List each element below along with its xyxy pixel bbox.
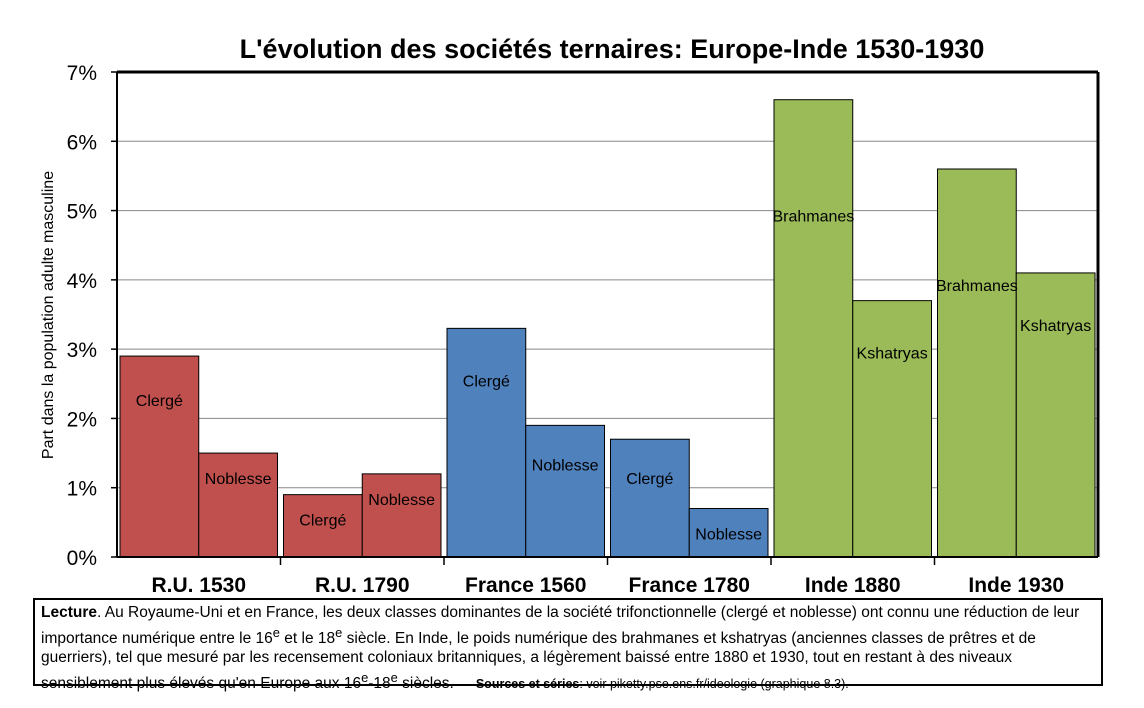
bar <box>361 473 442 558</box>
bar <box>688 508 769 558</box>
bar <box>1015 272 1096 558</box>
bar-label: Brahmanes <box>772 209 854 226</box>
y-tick-label: 6% <box>67 131 97 154</box>
note-sup-3: e <box>361 669 369 685</box>
note-lead: Lecture <box>41 604 97 621</box>
note-sup-2: e <box>335 624 343 640</box>
bar <box>852 300 932 558</box>
y-tick-label: 2% <box>67 408 97 431</box>
bar <box>525 424 605 558</box>
bar <box>119 355 200 558</box>
note-text-4: -18 <box>368 674 391 692</box>
bar <box>198 452 278 558</box>
y-tick-label: 1% <box>67 478 97 501</box>
bar-label: Kshatryas <box>857 346 928 363</box>
y-tick-label: 5% <box>67 201 97 224</box>
y-tick-label: 4% <box>67 270 97 293</box>
axes <box>111 70 1100 565</box>
x-category-label: Inde 1930 <box>968 574 1064 597</box>
x-category-label: France 1560 <box>465 574 586 597</box>
note-text-5: siècles. <box>397 674 454 692</box>
y-tick-label: 3% <box>67 339 97 362</box>
y-axis-label: Part dans la population adulte masculine <box>40 171 57 459</box>
bar <box>773 99 854 558</box>
bar <box>446 327 527 558</box>
bar <box>937 168 1017 558</box>
bar-label: Clergé <box>463 373 510 390</box>
note-text-1: . Au Royaume-Uni et en France, les deux … <box>41 604 1080 647</box>
bar-label: Noblesse <box>695 527 762 544</box>
bars <box>119 99 1096 558</box>
x-category-label: R.U. 1530 <box>151 574 246 597</box>
y-tick-label: 0% <box>67 547 97 570</box>
x-category-label: France 1780 <box>629 574 750 597</box>
reading-note: Lecture. Au Royaume-Uni et en France, le… <box>33 598 1103 692</box>
bar-label: Noblesse <box>532 457 599 474</box>
note-sup-4: e <box>390 669 398 685</box>
bar-label: Brahmanes <box>936 278 1018 295</box>
bar-label: Clergé <box>136 393 183 410</box>
x-category-label: Inde 1880 <box>805 574 901 597</box>
labels: 0% 1% 2% 3% 4% 5% 6% 7% Clergé Noblesse R.U. 1530 C… <box>67 62 1092 597</box>
bar-label: Noblesse <box>368 492 435 509</box>
note-sup-1: e <box>272 624 280 640</box>
sources-lead: Sources et séries <box>475 676 580 691</box>
note-text-2: et le 18 <box>279 629 336 647</box>
note-text-3: siècle. En Inde, le poids numérique des … <box>41 629 1036 692</box>
bar-label: Kshatryas <box>1020 318 1091 335</box>
chart: L'évolution des sociétés ternaires: Euro… <box>40 34 1100 597</box>
note-sources: Sources et séries: voir piketty.pse.ens.… <box>476 677 849 691</box>
bar-label: Noblesse <box>205 471 272 488</box>
x-category-label: R.U. 1790 <box>315 574 410 597</box>
y-tick-label: 7% <box>67 62 97 85</box>
bar-label: Clergé <box>299 513 346 530</box>
bar-label: Clergé <box>626 471 673 488</box>
sources-text: : voir piketty.pse.ens.fr/ideologie (gra… <box>579 676 849 691</box>
bar <box>610 438 690 558</box>
chart-title: L'évolution des sociétés ternaires: Euro… <box>240 34 985 64</box>
